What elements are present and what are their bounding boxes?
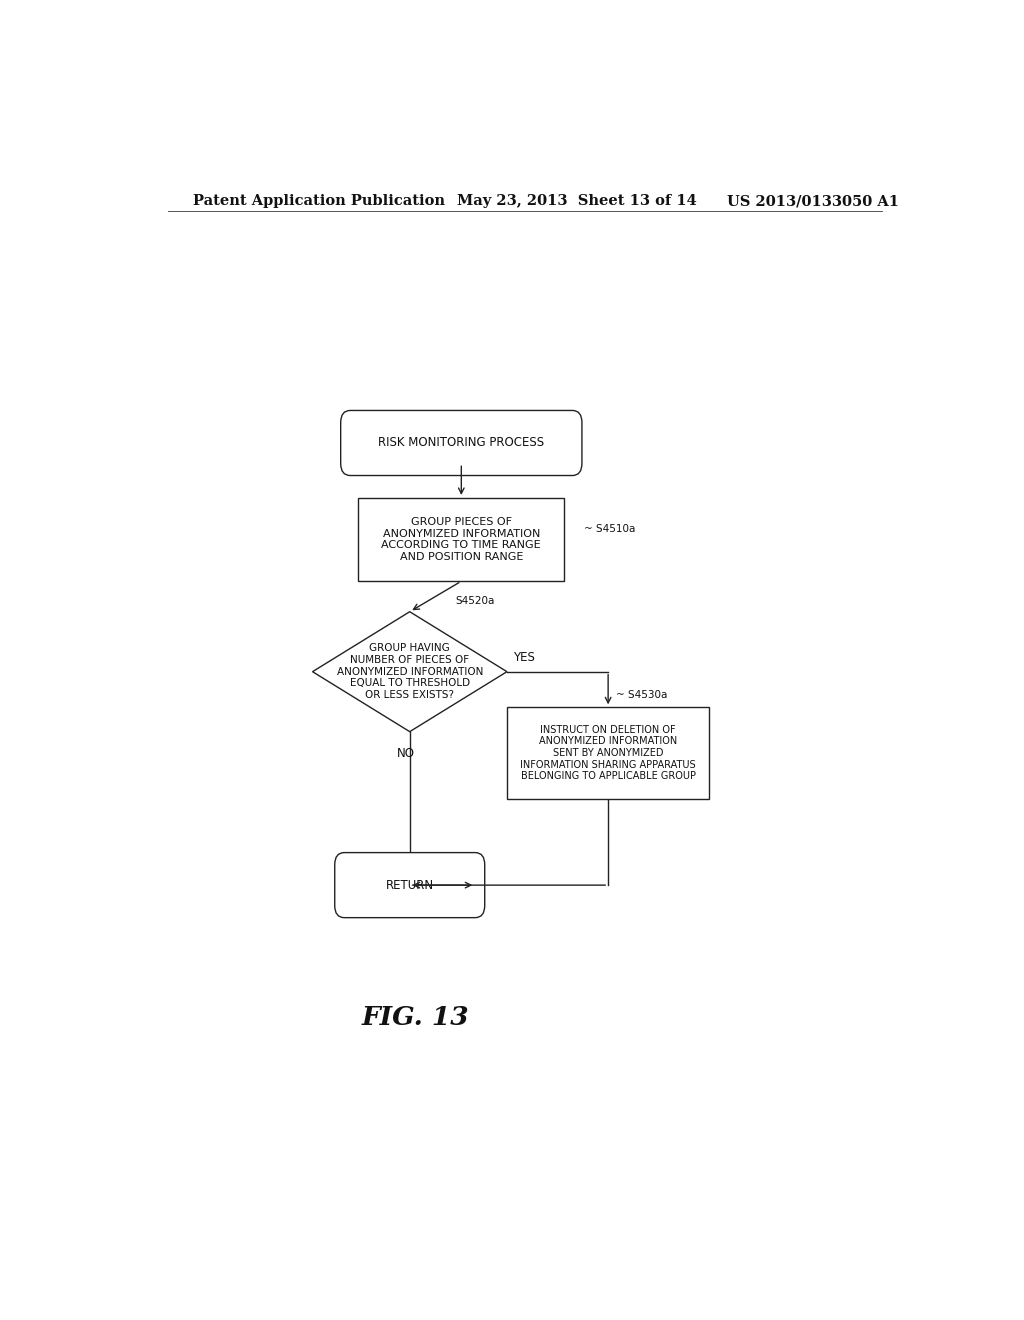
Text: US 2013/0133050 A1: US 2013/0133050 A1 xyxy=(727,194,899,209)
Text: INSTRUCT ON DELETION OF
ANONYMIZED INFORMATION
SENT BY ANONYMIZED
INFORMATION SH: INSTRUCT ON DELETION OF ANONYMIZED INFOR… xyxy=(520,725,696,781)
Text: ~ S4530a: ~ S4530a xyxy=(616,690,668,700)
Polygon shape xyxy=(312,611,507,731)
Text: S4520a: S4520a xyxy=(456,595,496,606)
Text: May 23, 2013  Sheet 13 of 14: May 23, 2013 Sheet 13 of 14 xyxy=(458,194,697,209)
Text: RETURN: RETURN xyxy=(386,879,434,891)
Text: YES: YES xyxy=(513,651,536,664)
Bar xyxy=(507,708,710,799)
Text: NO: NO xyxy=(396,747,415,760)
Text: RISK MONITORING PROCESS: RISK MONITORING PROCESS xyxy=(378,437,545,450)
FancyBboxPatch shape xyxy=(341,411,582,475)
Text: Patent Application Publication: Patent Application Publication xyxy=(194,194,445,209)
Text: ~ S4510a: ~ S4510a xyxy=(585,524,636,535)
Text: GROUP HAVING
NUMBER OF PIECES OF
ANONYMIZED INFORMATION
EQUAL TO THRESHOLD
OR LE: GROUP HAVING NUMBER OF PIECES OF ANONYMI… xyxy=(337,643,483,700)
Text: FIG. 13: FIG. 13 xyxy=(362,1005,470,1030)
Text: GROUP PIECES OF
ANONYMIZED INFORMATION
ACCORDING TO TIME RANGE
AND POSITION RANG: GROUP PIECES OF ANONYMIZED INFORMATION A… xyxy=(382,517,541,562)
FancyBboxPatch shape xyxy=(335,853,484,917)
Bar xyxy=(358,498,564,581)
